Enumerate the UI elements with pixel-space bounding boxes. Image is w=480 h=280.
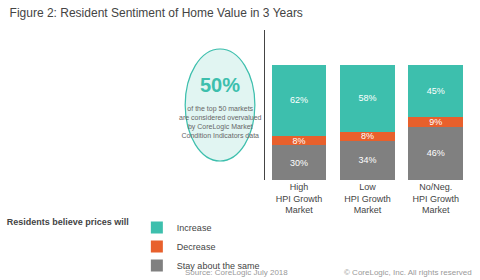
svg-text:45%: 45% — [427, 86, 445, 96]
svg-text:Decrease: Decrease — [177, 242, 216, 252]
svg-text:46%: 46% — [427, 148, 445, 158]
svg-text:Increase: Increase — [177, 223, 212, 233]
svg-text:50%: 50% — [200, 74, 240, 96]
svg-text:30%: 30% — [290, 158, 308, 168]
svg-text:Figure 2: Resident Sentiment o: Figure 2: Resident Sentiment of Home Val… — [10, 6, 303, 20]
svg-text:© CoreLogic, Inc. All rights r: © CoreLogic, Inc. All rights reserved — [344, 268, 472, 277]
svg-text:8%: 8% — [361, 131, 374, 141]
svg-text:62%: 62% — [290, 95, 308, 105]
svg-text:Residents believe prices will: Residents believe prices will — [7, 217, 129, 227]
svg-text:Source: CoreLogic July 2018: Source: CoreLogic July 2018 — [185, 268, 288, 277]
svg-text:9%: 9% — [429, 117, 442, 127]
svg-text:of the top 50 marketsare consi: of the top 50 marketsare considered over… — [179, 105, 262, 139]
svg-text:No/Neg.HPI GrowthMarket: No/Neg.HPI GrowthMarket — [413, 182, 460, 215]
svg-text:58%: 58% — [358, 93, 376, 103]
svg-text:34%: 34% — [358, 155, 376, 165]
svg-text:HighHPI GrowthMarket: HighHPI GrowthMarket — [276, 182, 323, 215]
svg-text:Stay about the same: Stay about the same — [177, 261, 260, 271]
svg-text:LowHPI GrowthMarket: LowHPI GrowthMarket — [344, 182, 391, 215]
svg-text:8%: 8% — [292, 136, 305, 146]
